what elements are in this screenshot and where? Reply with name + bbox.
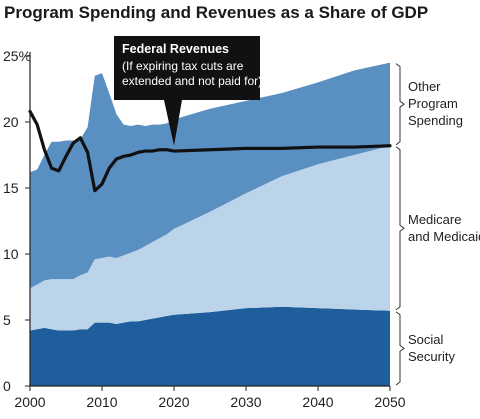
brace-medicare-and-medicaid <box>395 146 405 311</box>
legend-other-program-spending-line-2: Program <box>408 96 458 111</box>
area-medicare-and-medicaid <box>30 145 390 331</box>
line-federal-revenues <box>28 109 392 193</box>
x-tick-label-2030: 2030 <box>230 394 261 410</box>
legend-other-program-spending-line-3: Spending <box>408 113 463 128</box>
brace-other-program-spending <box>395 63 405 146</box>
legend-social-security-line-1: Social <box>408 332 444 347</box>
area-social-security <box>30 306 390 386</box>
callout-pointer <box>164 100 182 146</box>
y-tick-label-5: 5 <box>3 312 11 328</box>
legend-other-program-spending-line-1: Other <box>408 79 441 94</box>
y-tick-label-0: 0 <box>3 378 11 394</box>
y-tick-label-25: 25% <box>3 48 31 64</box>
brace-social-security <box>395 311 405 386</box>
stacked-areas <box>30 62 390 386</box>
area-other-program-spending <box>30 62 390 289</box>
x-tick-label-2040: 2040 <box>302 394 333 410</box>
federal-revenues-line-group <box>28 109 392 193</box>
legend-medicare-and-medicaid-line-2: and Medicaid <box>408 229 480 244</box>
axes: 2000 2010 2020 2030 2040 2050 0 5 10 15 20 25% <box>3 48 406 410</box>
x-tick-label-2020: 2020 <box>158 394 189 410</box>
x-tick-label-2010: 2010 <box>86 394 117 410</box>
y-tick-label-15: 15 <box>3 180 19 196</box>
y-tick-label-10: 10 <box>3 246 19 262</box>
callout-title: Federal Revenues <box>122 42 229 56</box>
legend-social-security-line-2: Security <box>408 349 455 364</box>
legend: Social Security Medicare and Medicaid Other P… <box>395 63 480 386</box>
callout-line-2: extended and not paid for) <box>122 74 262 88</box>
callout-line-1: (If expiring tax cuts are <box>122 59 244 73</box>
x-tick-label-2000: 2000 <box>14 394 45 410</box>
y-tick-label-20: 20 <box>3 114 19 130</box>
callout: Federal Revenues (If expiring tax cuts ar… <box>114 36 262 146</box>
x-tick-label-2050: 2050 <box>374 394 405 410</box>
chart-title: Program Spending and Revenues as a Share… <box>4 3 428 22</box>
callout-box <box>114 36 260 100</box>
legend-medicare-and-medicaid-line-1: Medicare <box>408 212 461 227</box>
